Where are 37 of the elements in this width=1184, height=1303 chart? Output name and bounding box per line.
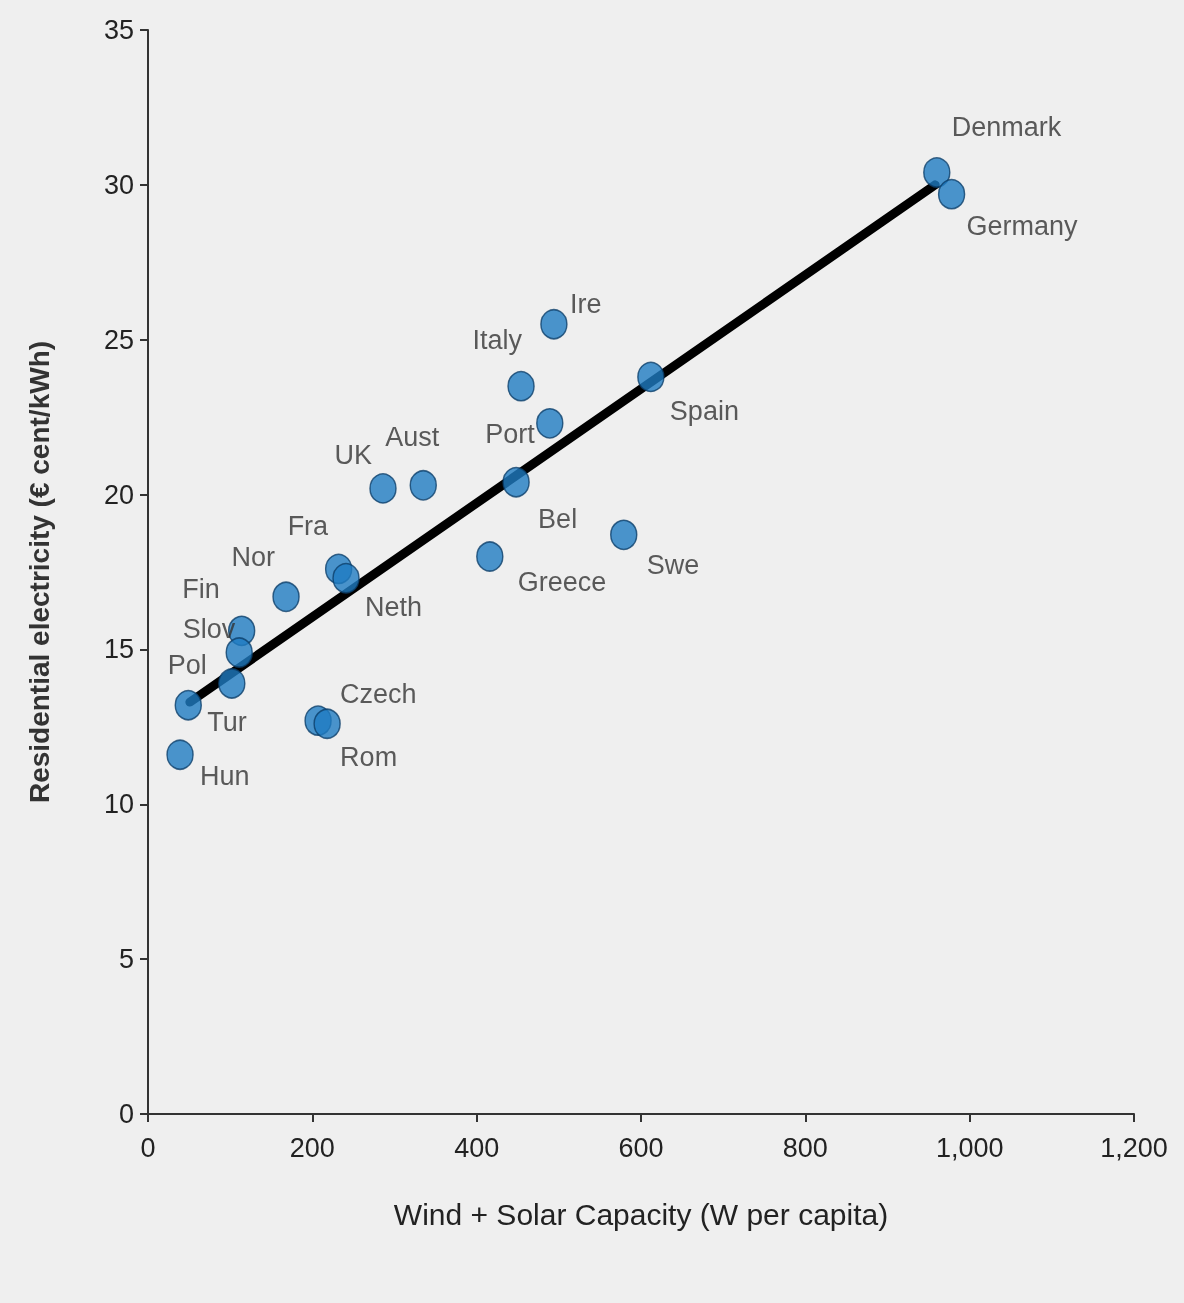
x-tick-label: 1,000 [935, 1132, 1004, 1163]
data-label: Swe [646, 549, 700, 580]
data-label: Greece [517, 566, 607, 597]
data-label: Fin [182, 573, 220, 604]
data-label: Port [485, 419, 536, 450]
x-tick-label: 800 [782, 1132, 828, 1163]
data-label: Neth [365, 592, 423, 623]
x-tick-label: 0 [140, 1132, 156, 1163]
data-label: Bel [538, 504, 578, 535]
data-label: UK [334, 440, 372, 471]
data-label: Hun [200, 760, 250, 791]
x-tick-label: 1,200 [1100, 1132, 1168, 1163]
data-label: Rom [340, 741, 398, 772]
data-label: Nor [231, 541, 276, 572]
y-tick-label: 25 [103, 324, 134, 355]
y-tick-label: 10 [103, 789, 134, 820]
x-axis-title: Wind + Solar Capacity (W per capita) [393, 1197, 889, 1231]
data-label: Ire [569, 289, 602, 320]
data-label: Spain [669, 395, 739, 426]
y-tick-label: 20 [103, 479, 134, 510]
y-tick-label: 5 [118, 944, 134, 975]
x-tick-label: 200 [289, 1132, 335, 1163]
data-label: Germany [966, 211, 1079, 242]
x-tick-label: 400 [454, 1132, 500, 1163]
y-tick-label: 0 [118, 1099, 134, 1129]
data-label: Aust [385, 422, 440, 453]
y-tick-label: 30 [103, 169, 134, 200]
data-label: Italy [472, 325, 523, 356]
data-label: Czech [340, 678, 417, 709]
data-label: Denmark [951, 112, 1062, 143]
y-axis-title: Residential electricity (€ cent/kWh) [23, 340, 55, 804]
y-tick-label: 35 [103, 15, 134, 45]
y-tick-label: 15 [103, 634, 134, 665]
data-label: Fra [287, 510, 330, 541]
x-tick-label: 600 [618, 1132, 664, 1163]
data-label: Pol [167, 650, 207, 681]
data-label: Tur [207, 707, 247, 738]
